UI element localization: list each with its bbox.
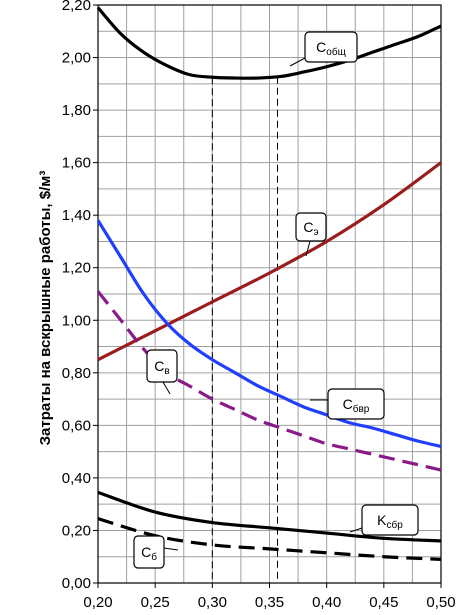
series-line [96, 290, 442, 472]
series-label: Cбвр [343, 396, 370, 415]
label-leader [305, 240, 311, 257]
x-tick-label: 0,30 [198, 594, 227, 611]
y-tick-label: 0,60 [62, 417, 91, 434]
y-tick-label: 0,20 [62, 522, 91, 539]
y-tick-label: 2,00 [62, 50, 91, 67]
series-label-box [146, 349, 178, 383]
series-label-box [295, 212, 327, 242]
y-tick-label: 1,40 [62, 207, 91, 224]
label-leader [163, 547, 179, 551]
x-tick-label: 0,25 [141, 594, 170, 611]
y-tick-label: 1,80 [62, 102, 91, 119]
y-tick-label: 0,80 [62, 365, 91, 382]
y-tick-label: 1,20 [62, 260, 91, 277]
series-line [96, 219, 442, 448]
series-labels: Cобщ Cэ Cбвр Cв Kсбр Cб [133, 31, 419, 569]
label-leader [289, 57, 306, 67]
y-tick-label: 0,40 [62, 470, 91, 487]
y-tick-label: 1,60 [62, 155, 91, 172]
series-label-box [327, 388, 385, 420]
series-label-box [133, 535, 165, 569]
series-label-box [361, 504, 419, 536]
grid [97, 4, 442, 584]
series-label: Cобщ [316, 39, 346, 58]
label-leader [349, 527, 363, 533]
x-tick-label: 0,45 [369, 594, 398, 611]
series-line [96, 6, 442, 80]
x-tick-label: 0,40 [312, 594, 341, 611]
y-axis-label: Затраты на вскрышные работы, $/м³ [37, 171, 54, 446]
y-tick-label: 0,00 [62, 575, 91, 592]
x-tick-label: 0,35 [255, 594, 284, 611]
y-tick-label: 1,00 [62, 312, 91, 329]
series-label: Cб [141, 544, 157, 563]
series-label: Kсбр [377, 512, 403, 531]
series-line [97, 161, 442, 362]
series-label: Cэ [303, 219, 318, 238]
series-label-box [304, 31, 358, 63]
reference-lines [211, 76, 279, 583]
series-line [97, 490, 442, 543]
x-tick-label: 0,20 [83, 594, 112, 611]
tick-labels: 0,20 0,25 0,30 0,35 0,40 0,45 0,50 0,00 0,20 0,40… [62, 0, 456, 611]
y-tick-label: 2,20 [62, 0, 91, 14]
series-label: Cв [154, 358, 169, 377]
label-leader [162, 381, 171, 395]
x-tick-label: 0,50 [426, 594, 455, 611]
series-lines [96, 6, 442, 561]
